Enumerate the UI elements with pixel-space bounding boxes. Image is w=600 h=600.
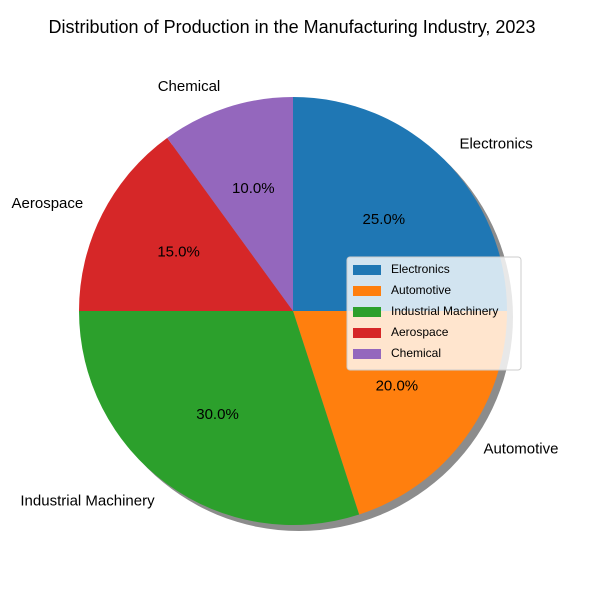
pie-slice-industrial-machinery <box>79 311 360 526</box>
legend-swatch-automotive <box>353 286 381 296</box>
legend-label-aerospace: Aerospace <box>391 325 449 339</box>
legend-label-automotive: Automotive <box>391 283 451 297</box>
legend-swatch-aerospace <box>353 328 381 338</box>
legend-label-chemical: Chemical <box>391 346 441 360</box>
chart-title: Distribution of Production in the Manufa… <box>49 17 536 37</box>
legend-swatch-industrial-machinery <box>353 307 381 317</box>
slice-label-automotive: Automotive <box>483 440 558 457</box>
slice-label-industrial-machinery: Industrial Machinery <box>20 492 155 509</box>
pct-label-aerospace: 15.0% <box>157 244 200 261</box>
legend-label-industrial-machinery: Industrial Machinery <box>391 304 498 318</box>
pct-label-electronics: 25.0% <box>363 211 406 228</box>
slice-label-electronics: Electronics <box>459 136 532 153</box>
slice-label-aerospace: Aerospace <box>12 195 84 212</box>
pct-label-industrial-machinery: 30.0% <box>196 406 239 423</box>
pie-labels: Electronics 25.0% Automotive 20.0% Industria… <box>12 78 559 509</box>
legend-label-electronics: Electronics <box>391 262 450 276</box>
legend-box <box>346 256 522 371</box>
legend: Electronics Automotive Industrial Machiner… <box>346 256 522 371</box>
pie-slice-aerospace <box>79 137 293 311</box>
pct-label-automotive: 20.0% <box>376 377 419 394</box>
pie-slices <box>79 97 507 526</box>
legend-swatch-chemical <box>353 349 381 359</box>
pie-slice-chemical <box>167 97 293 311</box>
slice-label-chemical: Chemical <box>158 78 221 95</box>
pct-label-chemical: 10.0% <box>232 180 275 197</box>
legend-swatch-electronics <box>353 265 381 275</box>
